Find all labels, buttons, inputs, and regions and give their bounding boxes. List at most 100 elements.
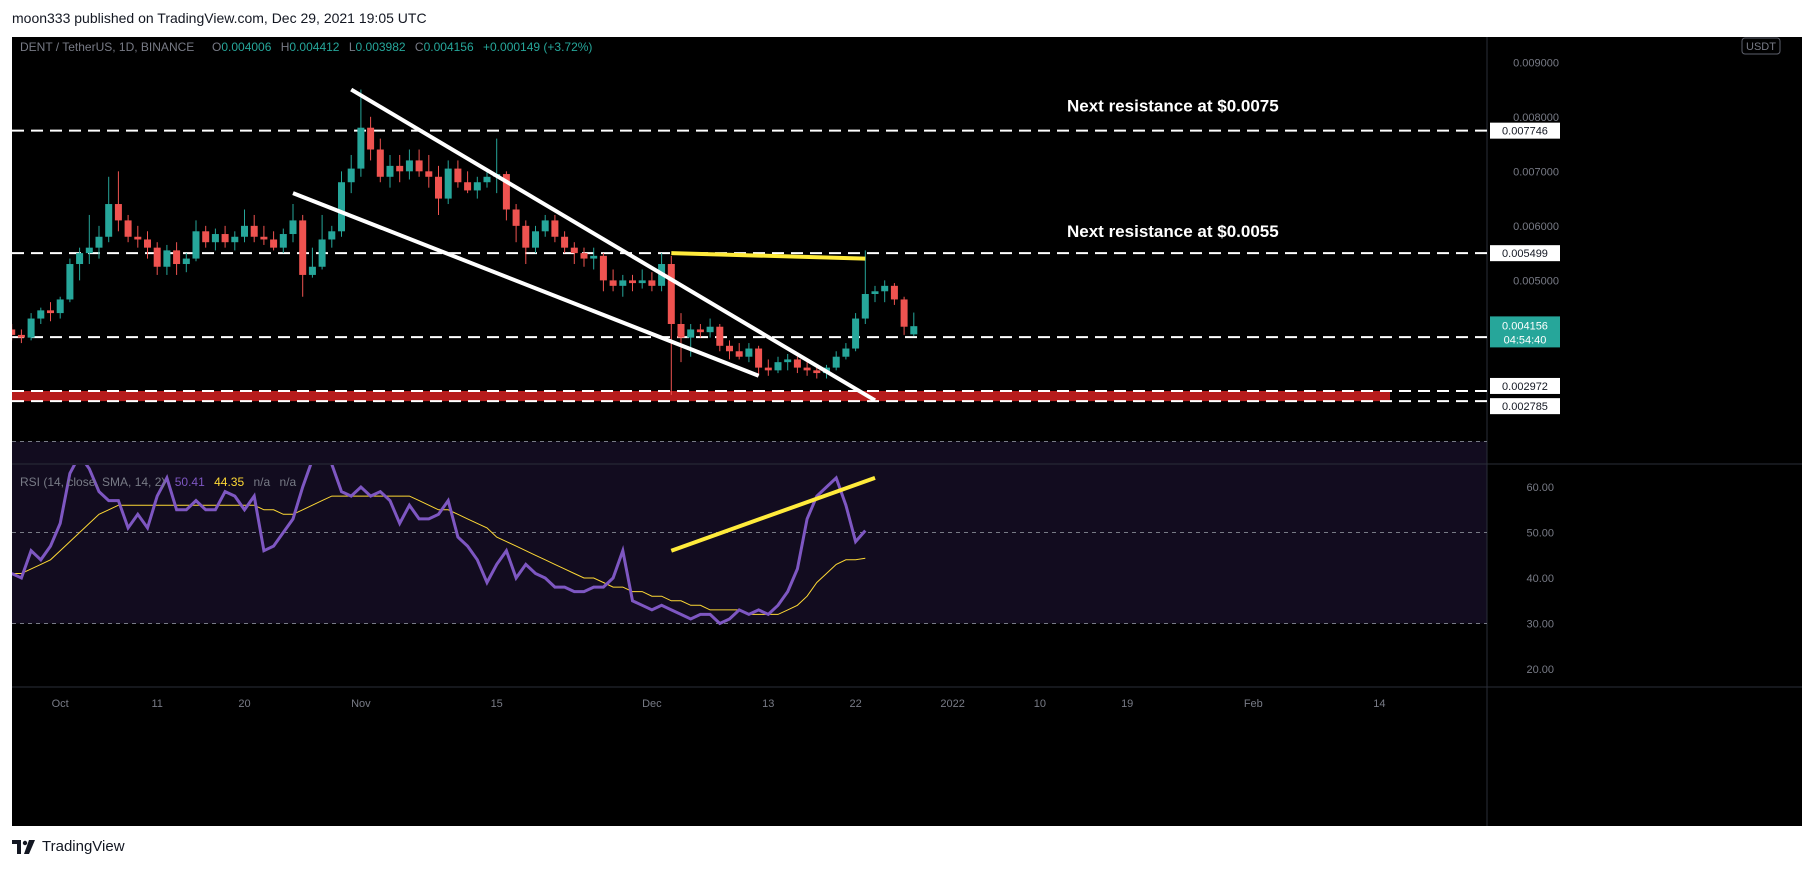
- candle: [202, 225, 210, 248]
- candle: [435, 165, 442, 215]
- time-axis-label: Feb: [1244, 698, 1263, 710]
- candle-body: [793, 359, 801, 368]
- candle-body: [347, 168, 355, 183]
- candle: [153, 242, 161, 275]
- candle-body: [532, 231, 539, 248]
- price-level-label-box: [1490, 398, 1560, 415]
- candle-body: [270, 239, 278, 248]
- resistance-annotation: Next resistance at $0.0055: [1067, 222, 1279, 241]
- candle: [376, 138, 384, 183]
- candle: [367, 116, 375, 161]
- candle-body: [755, 348, 763, 368]
- ohlc-l-label: L: [349, 40, 356, 54]
- candle-body: [483, 176, 491, 183]
- candle: [900, 296, 908, 335]
- candle: [774, 356, 782, 374]
- currency-badge-label: USDT: [1746, 41, 1776, 53]
- candle: [726, 340, 733, 360]
- time-axis-label: 14: [1373, 698, 1385, 710]
- candle-body: [735, 351, 743, 357]
- chart-canvas[interactable]: Next resistance at $0.0075 Next resistanc…: [12, 37, 1802, 826]
- price-axis-tick: 0.009000: [1513, 57, 1559, 69]
- candle: [85, 214, 93, 265]
- candle: [66, 258, 74, 303]
- candle: [173, 242, 181, 275]
- candle-body: [37, 310, 45, 319]
- candle-body: [881, 285, 889, 292]
- ohlc-low: 0.003982: [356, 40, 406, 54]
- time-axis-label: 13: [762, 698, 774, 710]
- chart-area[interactable]: Next resistance at $0.0075 Next resistanc…: [12, 37, 1802, 826]
- price-axis-tick: 0.008000: [1513, 112, 1559, 124]
- candle: [338, 171, 345, 237]
- candle-body: [590, 255, 598, 259]
- candle: [580, 247, 588, 267]
- candle-body: [338, 182, 345, 232]
- price-axis-tick: 0.006000: [1513, 221, 1559, 233]
- candle: [279, 228, 287, 254]
- candle-body: [114, 204, 122, 221]
- ohlc-change: +0.000149 (+3.72%): [483, 40, 592, 54]
- rsi-na-1: n/a: [253, 475, 270, 489]
- candle: [745, 343, 753, 363]
- candle: [308, 247, 316, 278]
- footer-brand[interactable]: TradingView: [12, 838, 125, 855]
- candle: [357, 89, 365, 177]
- ohlc-o-label: O: [212, 40, 221, 54]
- candle: [347, 154, 355, 194]
- candle: [590, 247, 598, 270]
- symbol-line: DENT / TetherUS, 1D, BINANCE: [20, 40, 194, 54]
- candle: [405, 149, 413, 180]
- candle-body: [415, 160, 423, 172]
- candle-body: [861, 294, 869, 319]
- countdown-label: 04:54:40: [1504, 334, 1547, 346]
- candle: [386, 154, 394, 188]
- candle-body: [182, 258, 190, 265]
- candle-body: [289, 220, 297, 235]
- candle: [221, 225, 229, 248]
- candle-body: [250, 225, 258, 237]
- price-level-label: 0.007746: [1502, 126, 1548, 138]
- rsi-na-2: n/a: [280, 475, 297, 489]
- candle-body: [609, 280, 617, 286]
- candle: [260, 225, 268, 245]
- candle-body: [27, 318, 35, 338]
- price-axis-tick: 0.005000: [1513, 275, 1559, 287]
- candle: [861, 250, 869, 324]
- candle: [890, 283, 898, 305]
- rsi-legend: RSI (14, close, SMA, 14, 2) 50.41 44.35 …: [20, 475, 297, 489]
- candle-body: [502, 174, 510, 210]
- candle: [871, 285, 879, 303]
- candle: [677, 313, 685, 363]
- current-price-label: 0.004156: [1502, 320, 1548, 332]
- candle: [881, 280, 889, 303]
- candle: [425, 154, 433, 188]
- candle-body: [124, 220, 132, 237]
- candle: [784, 353, 792, 371]
- candle-body: [328, 231, 336, 240]
- candle: [483, 171, 491, 188]
- candle: [396, 154, 404, 183]
- candle-body: [667, 264, 675, 324]
- candle: [551, 214, 559, 243]
- candle: [638, 269, 646, 289]
- rsi-axis-tick: 20.00: [1526, 664, 1554, 676]
- price-axis-tick: 0.007000: [1513, 166, 1559, 178]
- candle: [532, 225, 539, 254]
- candle-body: [299, 220, 307, 275]
- candle: [299, 214, 307, 297]
- candle-body: [444, 168, 452, 199]
- candle: [570, 242, 578, 265]
- candle-body: [396, 165, 404, 172]
- candle: [619, 274, 627, 297]
- rsi-axis-tick: 60.00: [1526, 482, 1554, 494]
- candle: [706, 318, 714, 338]
- candle-body: [425, 171, 433, 177]
- time-axis-label: 11: [151, 698, 162, 710]
- resistance-annotation: Next resistance at $0.0075: [1067, 96, 1279, 115]
- candle: [561, 231, 569, 254]
- time-axis-label: Nov: [351, 698, 371, 710]
- candle-body: [832, 356, 840, 368]
- rsi-axis-tick: 30.00: [1526, 619, 1554, 631]
- currency-badge[interactable]: [1741, 37, 1781, 55]
